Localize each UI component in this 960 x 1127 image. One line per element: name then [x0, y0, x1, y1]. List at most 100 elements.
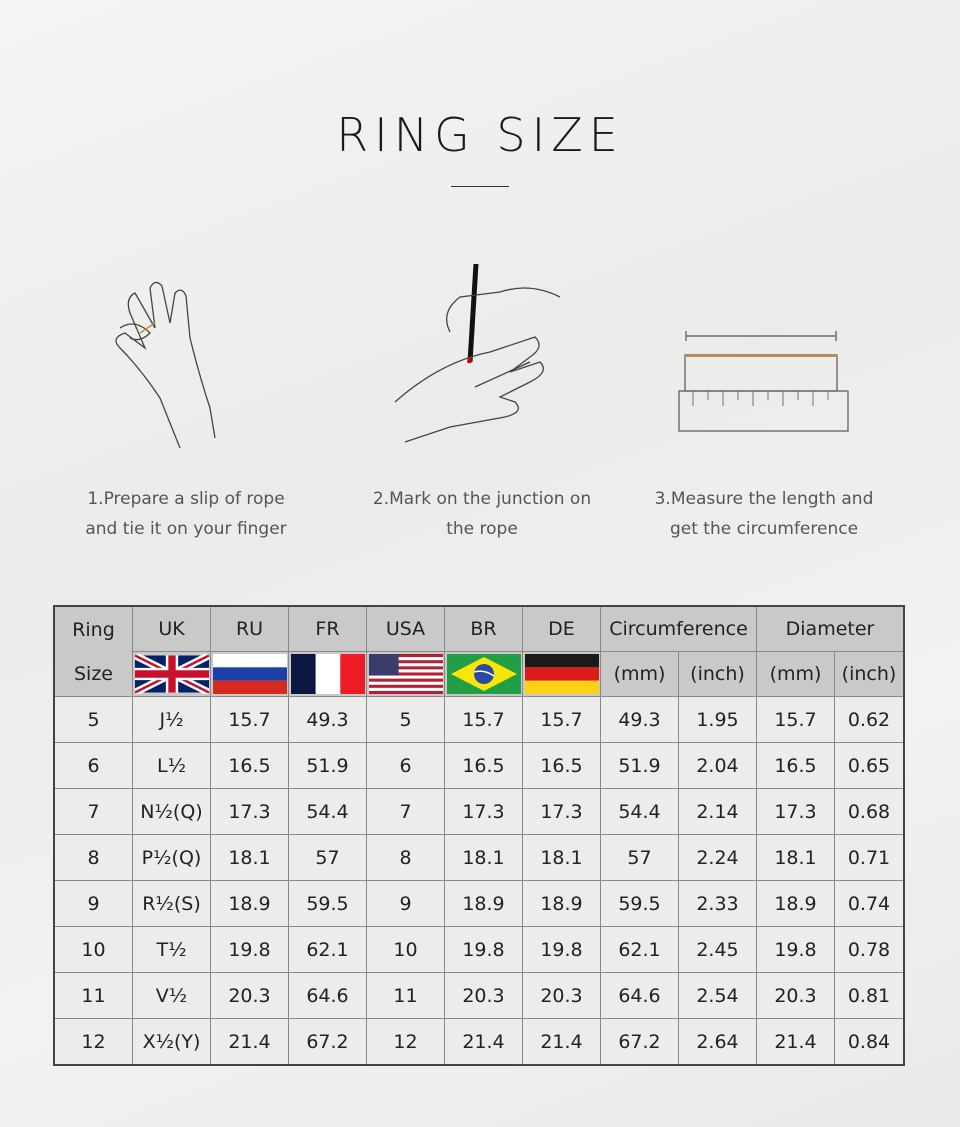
table-cell: 11: [366, 972, 445, 1019]
france-flag-icon: [290, 654, 365, 694]
table-cell: 18.1: [210, 834, 289, 881]
table-cell: 17.3: [522, 788, 601, 835]
table-cell: 6: [53, 742, 133, 789]
table-cell: 21.4: [210, 1018, 289, 1066]
ru-header: RU: [210, 605, 289, 652]
table-row: 7 N½(Q) 17.3 54.4 7 17.3 17.3 54.4 2.14 17.3 0.68: [53, 788, 905, 835]
table-cell: 17.3: [210, 788, 289, 835]
table-cell: 49.3: [600, 696, 679, 743]
table-cell: 64.6: [600, 972, 679, 1019]
ring-size-table: Ring Size UK RU FR USA BR DE Circumferen…: [53, 605, 905, 1066]
table-cell: N½(Q): [132, 788, 211, 835]
table-cell: 67.2: [288, 1018, 367, 1066]
usa-flag-icon: [368, 654, 443, 694]
table-cell: 12: [53, 1018, 133, 1066]
table-cell: 2.14: [678, 788, 757, 835]
table-row: 9 R½(S) 18.9 59.5 9 18.9 18.9 59.5 2.33 18.9 0.74: [53, 880, 905, 927]
table-cell: 0.78: [834, 926, 905, 973]
table-cell: 0.71: [834, 834, 905, 881]
ring-size-header: Ring Size: [53, 605, 133, 697]
table-cell: 62.1: [600, 926, 679, 973]
table-cell: 20.3: [756, 972, 835, 1019]
table-row: 12 X½(Y) 21.4 67.2 12 21.4 21.4 67.2 2.64 21.4 0.8…: [53, 1018, 905, 1066]
table-cell: 20.3: [210, 972, 289, 1019]
table-cell: 15.7: [444, 696, 523, 743]
table-cell: 49.3: [288, 696, 367, 743]
brazil-flag-icon: [446, 654, 521, 694]
table-cell: 20.3: [444, 972, 523, 1019]
table-cell: 15.7: [522, 696, 601, 743]
table-cell: 0.68: [834, 788, 905, 835]
table-cell: 54.4: [288, 788, 367, 835]
table-cell: 0.65: [834, 742, 905, 789]
ruler-measure-icon: [678, 331, 849, 432]
table-row: 11 V½ 20.3 64.6 11 20.3 20.3 64.6 2.54 20.3 0.81: [53, 972, 905, 1019]
table-cell: 17.3: [756, 788, 835, 835]
diameter-header: Diameter: [756, 605, 905, 652]
fr-header: FR: [288, 605, 367, 652]
table-cell: 7: [53, 788, 133, 835]
table-cell: 51.9: [600, 742, 679, 789]
table-cell: 8: [53, 834, 133, 881]
table-cell: 2.64: [678, 1018, 757, 1066]
table-cell: 5: [53, 696, 133, 743]
table-cell: 15.7: [756, 696, 835, 743]
table-cell: 57: [288, 834, 367, 881]
table-cell: 0.81: [834, 972, 905, 1019]
table-cell: 18.9: [756, 880, 835, 927]
table-cell: 19.8: [756, 926, 835, 973]
table-cell: 5: [366, 696, 445, 743]
table-cell: 9: [53, 880, 133, 927]
circumference-mm-header: (mm): [600, 651, 679, 697]
table-cell: 18.1: [522, 834, 601, 881]
br-header: BR: [444, 605, 523, 652]
table-row: 5 J½ 15.7 49.3 5 15.7 15.7 49.3 1.95 15.7 0.62: [53, 696, 905, 743]
de-header: DE: [522, 605, 601, 652]
table-cell: L½: [132, 742, 211, 789]
table-cell: 16.5: [756, 742, 835, 789]
table-cell: 18.1: [444, 834, 523, 881]
table-cell: 11: [53, 972, 133, 1019]
table-cell: 2.33: [678, 880, 757, 927]
table-cell: 18.9: [444, 880, 523, 927]
table-cell: 16.5: [444, 742, 523, 789]
table-cell: R½(S): [132, 880, 211, 927]
table-cell: 2.24: [678, 834, 757, 881]
table-cell: 18.1: [756, 834, 835, 881]
table-cell: 9: [366, 880, 445, 927]
table-cell: 16.5: [522, 742, 601, 789]
table-cell: T½: [132, 926, 211, 973]
table-cell: 62.1: [288, 926, 367, 973]
diameter-inch-header: (inch): [834, 651, 905, 697]
circumference-header: Circumference: [600, 605, 757, 652]
table-cell: 59.5: [288, 880, 367, 927]
table-cell: 0.74: [834, 880, 905, 927]
table-cell: V½: [132, 972, 211, 1019]
table-cell: X½(Y): [132, 1018, 211, 1066]
table-cell: 16.5: [210, 742, 289, 789]
table-cell: 19.8: [522, 926, 601, 973]
table-cell: 10: [366, 926, 445, 973]
table-row: 6 L½ 16.5 51.9 6 16.5 16.5 51.9 2.04 16.5 0.65: [53, 742, 905, 789]
usa-header: USA: [366, 605, 445, 652]
table-cell: 21.4: [444, 1018, 523, 1066]
table-cell: 20.3: [522, 972, 601, 1019]
table-row: 10 T½ 19.8 62.1 10 19.8 19.8 62.1 2.45 19.8 0.78: [53, 926, 905, 973]
table-cell: 6: [366, 742, 445, 789]
table-cell: 18.9: [522, 880, 601, 927]
table-cell: 18.9: [210, 880, 289, 927]
mark-junction-icon: [394, 263, 561, 443]
hand-with-rope-icon: [115, 281, 216, 449]
title-divider: [451, 186, 509, 187]
table-cell: 1.95: [678, 696, 757, 743]
table-cell: 57: [600, 834, 679, 881]
table-cell: J½: [132, 696, 211, 743]
page-title: RING SIZE: [336, 108, 624, 162]
step-2-text: 2.Mark on the junction on the rope: [372, 489, 592, 539]
table-cell: 64.6: [288, 972, 367, 1019]
table-cell: 0.84: [834, 1018, 905, 1066]
table-cell: 19.8: [444, 926, 523, 973]
germany-flag-icon: [524, 654, 599, 694]
russia-flag-icon: [212, 654, 287, 694]
table-cell: 0.62: [834, 696, 905, 743]
